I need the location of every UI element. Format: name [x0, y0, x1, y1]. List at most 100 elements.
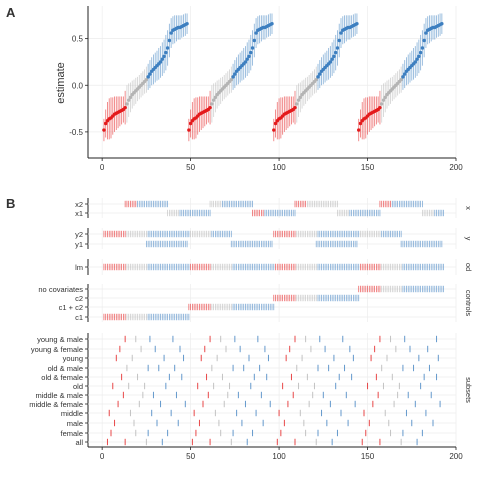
x-tick-label: 200 — [449, 163, 463, 172]
estimate-point — [334, 51, 337, 54]
estimate-panel: -0.5 0.0 0.5 0 50 100 150 200 estimate — [55, 6, 463, 172]
y-axis-label: estimate — [55, 62, 67, 104]
estimate-point — [129, 96, 132, 99]
estimate-point — [295, 102, 298, 105]
estimate-point — [231, 75, 234, 78]
row-label: lm — [75, 263, 83, 272]
estimate-point — [270, 22, 273, 25]
row-label: middle & female — [29, 400, 83, 409]
row-label: middle & male — [35, 391, 83, 400]
estimate-point — [247, 55, 250, 58]
estimate-point — [357, 128, 360, 131]
estimate-point — [336, 46, 339, 49]
estimate-point — [127, 98, 130, 101]
x-tick-label: 0 — [100, 452, 105, 461]
x-tick-label: 0 — [100, 163, 105, 172]
specification-panel: xx2x1 y y2y1 odlm controls no covariatesc2c1 … — [29, 198, 473, 461]
estimate-point — [233, 72, 236, 75]
estimate-point — [159, 60, 162, 63]
row-label: young — [63, 354, 83, 363]
panel-label-b: B — [6, 196, 15, 211]
x-tick-label: 100 — [272, 452, 286, 461]
estimate-point — [187, 128, 190, 131]
row-label: c2 — [75, 294, 83, 303]
estimate-point — [339, 31, 342, 34]
estimate-point — [249, 51, 252, 54]
row-label: all — [75, 438, 83, 447]
estimate-point — [422, 39, 425, 42]
strip-label: y — [464, 237, 473, 241]
estimate-point — [440, 22, 443, 25]
estimate-point — [272, 128, 275, 131]
row-label: y2 — [75, 230, 83, 239]
estimate-point — [415, 57, 418, 60]
estimate-point — [214, 96, 217, 99]
estimate-point — [355, 22, 358, 25]
strip-label: subsets — [464, 377, 473, 403]
row-label: y1 — [75, 240, 83, 249]
estimate-point — [148, 72, 151, 75]
estimate-point — [424, 31, 427, 34]
estimate-point — [145, 78, 148, 81]
y-tick-label: -0.5 — [69, 128, 83, 137]
y-tick-label: 0.0 — [72, 81, 84, 90]
estimate-point — [125, 102, 128, 105]
estimate-point — [382, 98, 385, 101]
estimate-point — [318, 72, 321, 75]
estimate-point — [299, 96, 302, 99]
spec-x-axis: 0 50 100 150 200 — [88, 447, 463, 461]
x-tick-label: 150 — [361, 163, 375, 172]
estimate-point — [210, 102, 213, 105]
estimate-point — [254, 31, 257, 34]
estimate-point — [169, 31, 172, 34]
estimate-point — [293, 106, 296, 109]
estimate-point — [401, 75, 404, 78]
estimate-point — [251, 46, 254, 49]
estimate-point — [329, 60, 332, 63]
estimate-point — [384, 96, 387, 99]
strip-label: x — [464, 206, 473, 210]
strip-label: controls — [464, 290, 473, 317]
row-label: old & female — [41, 373, 83, 382]
estimate-point — [419, 51, 422, 54]
row-label: no covariates — [38, 285, 83, 294]
panel-label-a: A — [6, 5, 16, 20]
row-label: c1 + c2 — [59, 303, 83, 312]
x-tick-label: 150 — [361, 452, 375, 461]
estimate-point — [338, 39, 341, 42]
estimate-point — [315, 78, 318, 81]
estimate-point — [166, 46, 169, 49]
estimate-point — [378, 106, 381, 109]
error-bars — [104, 13, 442, 141]
row-label: x1 — [75, 209, 83, 218]
x-tick-label: 200 — [449, 452, 463, 461]
spec-group-od: odlm — [75, 259, 473, 275]
estimate-point — [164, 51, 167, 54]
estimate-point — [403, 72, 406, 75]
estimate-point — [102, 128, 105, 131]
estimate-point — [380, 102, 383, 105]
estimate-point — [253, 39, 256, 42]
estimate-point — [244, 60, 247, 63]
row-label: young & female — [31, 345, 83, 354]
estimate-point — [212, 98, 215, 101]
x-tick-label: 50 — [186, 452, 195, 461]
row-label: old — [73, 382, 83, 391]
estimate-point — [417, 55, 420, 58]
estimate-point — [123, 106, 126, 109]
estimate-point — [330, 57, 333, 60]
x-tick-label: 50 — [186, 163, 195, 172]
estimate-point — [161, 57, 164, 60]
estimate-point — [146, 75, 149, 78]
estimate-point — [274, 122, 277, 125]
estimate-point — [421, 46, 424, 49]
estimate-point — [185, 22, 188, 25]
row-label: c1 — [75, 313, 83, 322]
y-tick-label: 0.5 — [72, 35, 84, 44]
estimate-point — [316, 75, 319, 78]
estimate-point — [104, 122, 107, 125]
